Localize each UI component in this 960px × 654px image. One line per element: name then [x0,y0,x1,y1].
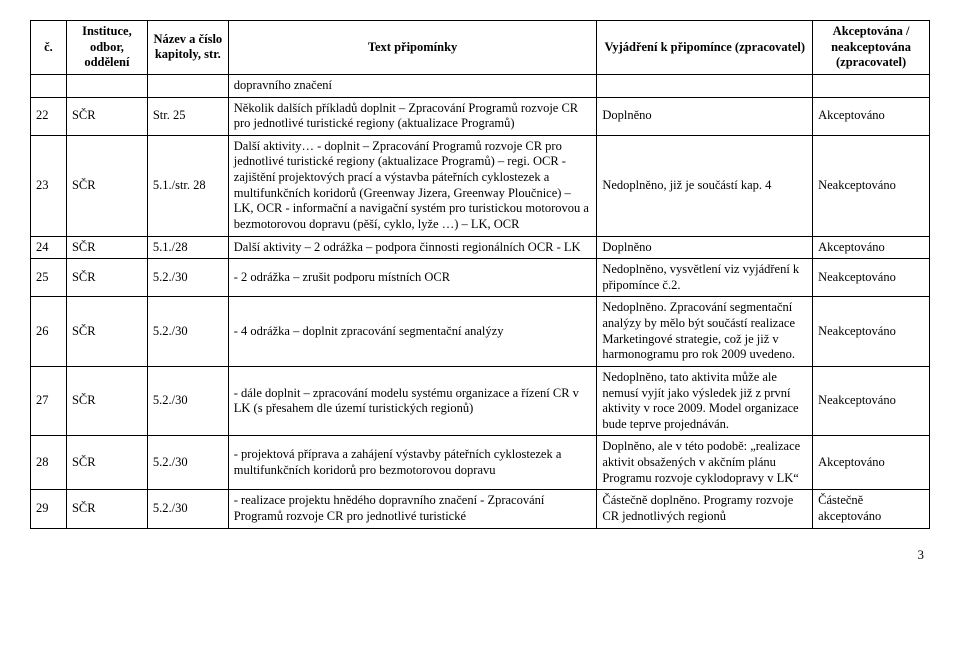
cell-inst: SČR [66,236,147,259]
cell-kap: 5.1./28 [147,236,228,259]
table-body: dopravního značení 22 SČR Str. 25 Několi… [31,74,930,528]
cell-text: - dále doplnit – zpracování modelu systé… [228,366,597,436]
cell-kap: 5.2./30 [147,436,228,490]
cell-akc [813,74,930,97]
cell-vyj: Doplněno, ale v této podobě: „realizace … [597,436,813,490]
table-row: dopravního značení [31,74,930,97]
table-row: 22 SČR Str. 25 Několik dalších příkladů … [31,97,930,135]
cell-text: Další aktivity… - doplnit – Zpracování P… [228,135,597,236]
col-header-text: Text připomínky [228,21,597,75]
table-row: 29 SČR 5.2./30 - realizace projektu hněd… [31,490,930,528]
cell-akc: Neakceptováno [813,259,930,297]
cell-vyj: Částečně doplněno. Programy rozvoje CR j… [597,490,813,528]
cell-text: - 2 odrážka – zrušit podporu místních OC… [228,259,597,297]
cell-akc: Neakceptováno [813,135,930,236]
col-header-kap: Název a číslo kapitoly, str. [147,21,228,75]
cell-inst: SČR [66,259,147,297]
cell-c: 23 [31,135,67,236]
cell-vyj: Nedoplněno, tato aktivita může ale nemus… [597,366,813,436]
cell-vyj: Nedoplněno, vysvětlení viz vyjádření k p… [597,259,813,297]
cell-c: 25 [31,259,67,297]
page-number: 3 [30,547,930,563]
cell-text: Další aktivity – 2 odrážka – podpora čin… [228,236,597,259]
cell-kap: 5.2./30 [147,366,228,436]
cell-vyj: Nedoplněno, již je součástí kap. 4 [597,135,813,236]
cell-text: - realizace projektu hnědého dopravního … [228,490,597,528]
cell-c: 27 [31,366,67,436]
cell-c: 22 [31,97,67,135]
cell-kap: 5.2./30 [147,490,228,528]
cell-c: 29 [31,490,67,528]
cell-akc: Akceptováno [813,97,930,135]
cell-inst: SČR [66,135,147,236]
col-header-inst: Instituce, odbor, oddělení [66,21,147,75]
cell-kap: 5.1./str. 28 [147,135,228,236]
cell-c: 26 [31,297,67,367]
cell-kap [147,74,228,97]
cell-text: Několik dalších příkladů doplnit – Zprac… [228,97,597,135]
cell-akc: Akceptováno [813,436,930,490]
table-row: 24 SČR 5.1./28 Další aktivity – 2 odrážk… [31,236,930,259]
cell-inst: SČR [66,366,147,436]
comments-table: č. Instituce, odbor, oddělení Název a čí… [30,20,930,529]
cell-vyj: Doplněno [597,97,813,135]
cell-akc: Částečně akceptováno [813,490,930,528]
cell-akc: Akceptováno [813,236,930,259]
col-header-c: č. [31,21,67,75]
cell-inst [66,74,147,97]
cell-text: - 4 odrážka – doplnit zpracování segment… [228,297,597,367]
table-row: 23 SČR 5.1./str. 28 Další aktivity… - do… [31,135,930,236]
cell-inst: SČR [66,490,147,528]
col-header-akc: Akceptována / neakceptována (zpracovatel… [813,21,930,75]
cell-kap: 5.2./30 [147,259,228,297]
cell-c: 28 [31,436,67,490]
cell-kap: 5.2./30 [147,297,228,367]
cell-kap: Str. 25 [147,97,228,135]
cell-c: 24 [31,236,67,259]
cell-akc: Neakceptováno [813,297,930,367]
cell-text: - projektová příprava a zahájení výstavb… [228,436,597,490]
cell-inst: SČR [66,436,147,490]
table-row: 27 SČR 5.2./30 - dále doplnit – zpracová… [31,366,930,436]
cell-vyj: Doplněno [597,236,813,259]
table-row: 28 SČR 5.2./30 - projektová příprava a z… [31,436,930,490]
cell-inst: SČR [66,297,147,367]
table-header-row: č. Instituce, odbor, oddělení Název a čí… [31,21,930,75]
table-row: 26 SČR 5.2./30 - 4 odrážka – doplnit zpr… [31,297,930,367]
cell-vyj [597,74,813,97]
cell-vyj: Nedoplněno. Zpracování segmentační analý… [597,297,813,367]
cell-inst: SČR [66,97,147,135]
cell-text: dopravního značení [228,74,597,97]
cell-akc: Neakceptováno [813,366,930,436]
col-header-vyj: Vyjádření k připomínce (zpracovatel) [597,21,813,75]
cell-c [31,74,67,97]
table-row: 25 SČR 5.2./30 - 2 odrážka – zrušit podp… [31,259,930,297]
